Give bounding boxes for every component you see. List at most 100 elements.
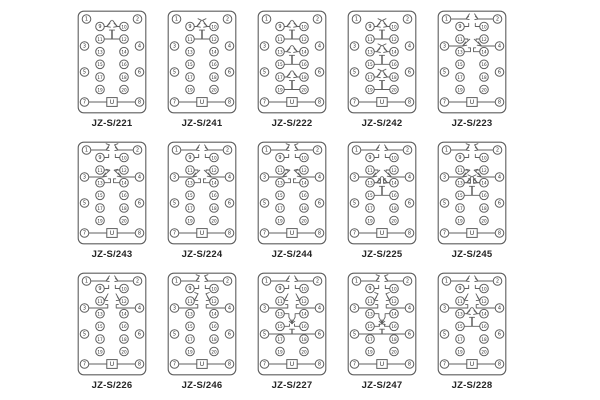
terminal-3: 3	[349, 41, 360, 51]
svg-text:12: 12	[211, 37, 217, 42]
terminal-11: 11	[455, 34, 465, 44]
svg-text:8: 8	[498, 361, 501, 367]
contact-symbol	[384, 144, 404, 158]
svg-text:2: 2	[496, 278, 499, 284]
terminal-16: 16	[209, 59, 219, 70]
svg-text:20: 20	[121, 87, 127, 92]
terminal-3: 3	[259, 41, 270, 51]
terminal-13: 13	[185, 177, 195, 188]
terminal-3: 3	[439, 41, 450, 51]
terminal-12: 12	[389, 165, 399, 175]
svg-text:2: 2	[316, 278, 319, 284]
svg-text:2: 2	[136, 278, 139, 284]
diagram-label: JZ-S/221	[91, 118, 133, 129]
svg-text:5: 5	[443, 331, 446, 337]
terminal-12: 12	[119, 34, 129, 44]
terminal-18: 18	[389, 72, 399, 82]
terminal-18: 18	[299, 334, 309, 344]
svg-text:1: 1	[85, 278, 88, 284]
svg-text:16: 16	[391, 193, 397, 198]
svg-text:10: 10	[481, 286, 487, 291]
diagram-label: JZ-S/243	[91, 249, 133, 260]
svg-text:11: 11	[277, 37, 283, 42]
svg-text:14: 14	[301, 50, 307, 55]
terminal-20: 20	[209, 84, 219, 95]
svg-text:U: U	[380, 361, 384, 368]
svg-text:U: U	[110, 99, 114, 106]
svg-text:18: 18	[301, 337, 307, 342]
svg-text:19: 19	[277, 218, 283, 223]
terminal-19: 19	[275, 346, 285, 357]
terminal-13: 13	[185, 308, 195, 319]
terminal-7: 7	[79, 228, 90, 238]
terminal-8: 8	[494, 228, 505, 238]
terminal-9: 9	[365, 152, 375, 163]
coil-u-box: U	[268, 359, 316, 369]
svg-text:20: 20	[391, 87, 397, 92]
svg-text:U: U	[380, 99, 384, 106]
svg-text:U: U	[470, 230, 474, 237]
svg-text:13: 13	[187, 181, 193, 186]
terminal-7: 7	[349, 228, 360, 238]
contact-symbol	[473, 38, 496, 53]
svg-text:12: 12	[301, 168, 307, 173]
coil-u-box: U	[178, 97, 226, 107]
terminal-6: 6	[134, 67, 145, 77]
terminal-11: 11	[365, 296, 375, 306]
terminal-1: 1	[351, 14, 362, 24]
diagram-label: JZ-S/246	[181, 380, 223, 391]
terminal-6: 6	[314, 329, 325, 339]
terminal-19: 19	[365, 346, 375, 357]
svg-text:11: 11	[277, 299, 283, 304]
svg-text:9: 9	[458, 24, 461, 30]
terminal-17: 17	[365, 72, 375, 82]
terminal-19: 19	[275, 84, 285, 95]
terminal-15: 15	[365, 321, 375, 332]
terminal-5: 5	[169, 329, 180, 339]
terminal-2: 2	[132, 14, 143, 24]
terminal-20: 20	[479, 84, 489, 95]
terminal-19: 19	[95, 215, 105, 226]
svg-text:15: 15	[277, 324, 283, 329]
svg-text:17: 17	[187, 75, 193, 80]
terminal-9: 9	[275, 21, 285, 32]
svg-text:8: 8	[138, 361, 141, 367]
terminal-20: 20	[389, 215, 399, 226]
terminal-9: 9	[185, 21, 195, 32]
socket-outline	[347, 141, 417, 245]
svg-text:5: 5	[443, 69, 446, 75]
contact-symbol	[373, 68, 383, 90]
terminal-8: 8	[494, 359, 505, 369]
contact-symbol	[474, 143, 494, 158]
terminal-15: 15	[275, 59, 285, 70]
svg-text:1: 1	[445, 16, 448, 22]
contact-symbol	[283, 19, 293, 40]
terminal-14: 14	[389, 308, 399, 319]
svg-text:4: 4	[228, 43, 231, 49]
terminal-17: 17	[185, 72, 195, 82]
terminal-16: 16	[209, 190, 219, 201]
svg-text:14: 14	[121, 50, 127, 55]
svg-text:10: 10	[391, 286, 397, 291]
svg-text:16: 16	[211, 324, 217, 329]
terminal-16: 16	[119, 59, 129, 70]
svg-text:20: 20	[301, 218, 307, 223]
contact-symbol	[293, 168, 316, 184]
terminal-2: 2	[312, 145, 323, 155]
svg-text:7: 7	[83, 361, 86, 367]
terminal-15: 15	[185, 59, 195, 70]
relay-diagram-8: U 1 2 3 4 5 6 7 8 9 10 11 12 13 14 15 16 17 18 19 20 JZ-S/244	[257, 141, 327, 260]
terminal-20: 20	[209, 346, 219, 357]
svg-text:12: 12	[211, 168, 217, 173]
svg-text:15: 15	[187, 324, 193, 329]
terminal-18: 18	[479, 72, 489, 82]
terminal-3: 3	[79, 41, 90, 51]
svg-text:3: 3	[263, 43, 266, 49]
terminal-14: 14	[209, 308, 219, 319]
terminal-6: 6	[314, 198, 325, 208]
terminal-11: 11	[275, 34, 285, 44]
svg-text:8: 8	[498, 230, 501, 236]
terminal-9: 9	[365, 283, 375, 294]
